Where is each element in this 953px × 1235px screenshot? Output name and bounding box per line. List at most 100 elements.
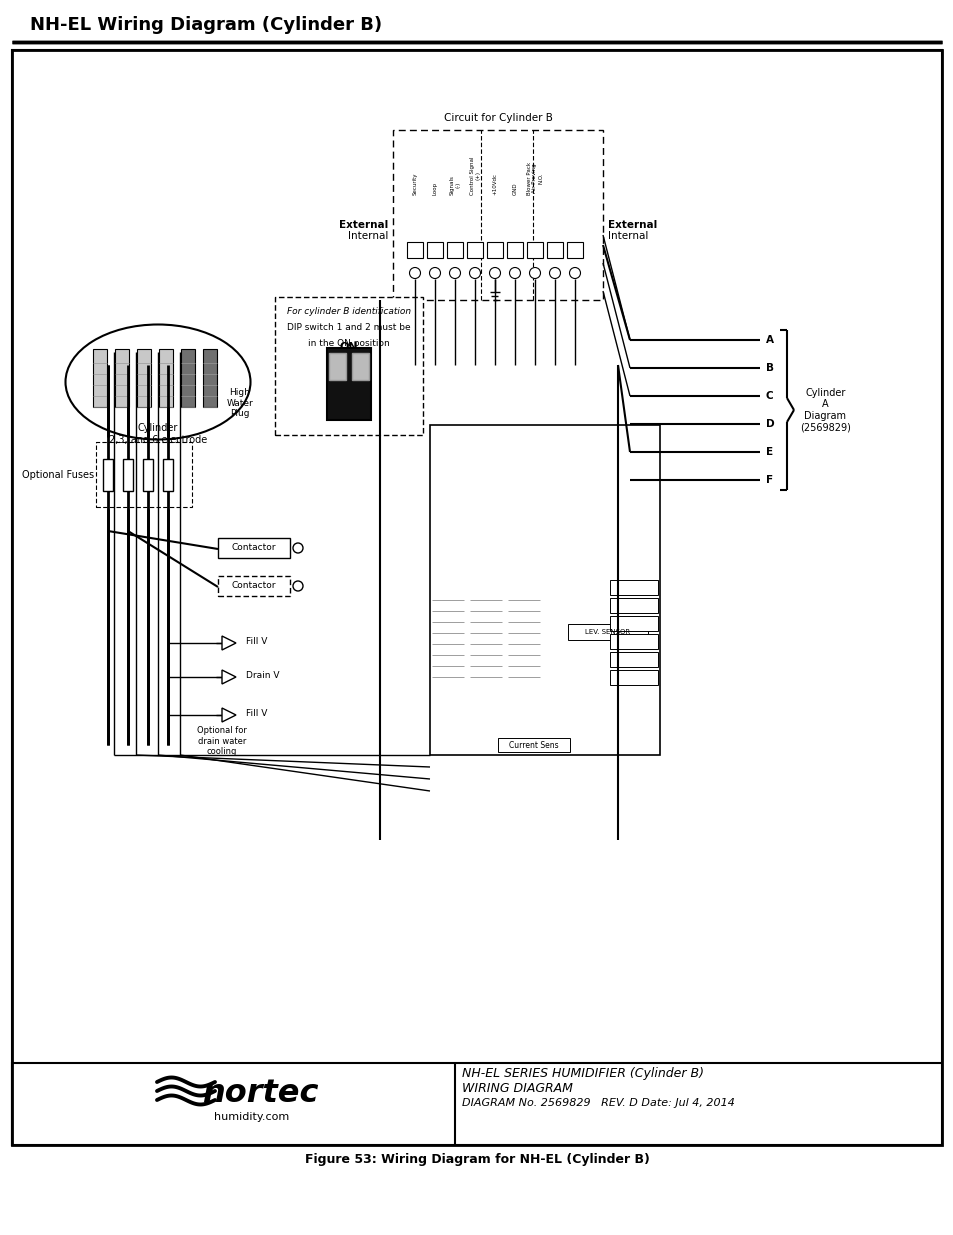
Polygon shape: [222, 636, 235, 650]
Text: Fill V: Fill V: [246, 637, 267, 646]
Bar: [447, 242, 462, 258]
Text: WIRING DIAGRAM: WIRING DIAGRAM: [461, 1082, 572, 1094]
Circle shape: [489, 268, 500, 279]
Bar: [609, 598, 658, 613]
Bar: [203, 350, 216, 408]
Text: B: B: [765, 363, 773, 373]
Bar: [218, 538, 290, 558]
Bar: [123, 459, 132, 492]
Text: High
Water
Plug: High Water Plug: [227, 388, 253, 417]
Text: Drain V: Drain V: [246, 672, 279, 680]
Text: Fill V: Fill V: [246, 709, 267, 719]
Bar: [163, 459, 172, 492]
Bar: [352, 353, 369, 380]
Text: Optional for
drain water
cooling: Optional for drain water cooling: [197, 726, 247, 756]
Text: Contactor: Contactor: [232, 543, 276, 552]
Text: humidity.com: humidity.com: [214, 1112, 290, 1123]
Text: Cylinder
A
Diagram
(2569829): Cylinder A Diagram (2569829): [800, 388, 850, 432]
Bar: [609, 671, 658, 685]
Text: Optional Fuses: Optional Fuses: [22, 471, 94, 480]
Bar: [160, 280, 649, 840]
Bar: [546, 242, 562, 258]
Text: Current Sens: Current Sens: [509, 741, 558, 750]
Bar: [609, 634, 658, 650]
Circle shape: [409, 268, 420, 279]
Bar: [517, 568, 534, 590]
Circle shape: [569, 268, 579, 279]
Bar: [486, 242, 502, 258]
Bar: [609, 652, 658, 667]
Text: DIP switch 1 and 2 must be: DIP switch 1 and 2 must be: [287, 322, 411, 331]
Bar: [159, 350, 172, 408]
Ellipse shape: [66, 325, 251, 440]
Polygon shape: [222, 671, 235, 684]
Text: Contactor: Contactor: [232, 582, 276, 590]
Text: Security: Security: [412, 173, 417, 195]
Circle shape: [429, 268, 440, 279]
Text: Internal: Internal: [607, 231, 648, 241]
Text: External: External: [607, 220, 657, 230]
Bar: [329, 353, 346, 380]
Bar: [393, 130, 602, 300]
Text: Control Signal
(+): Control Signal (+): [469, 157, 480, 195]
Bar: [497, 568, 514, 590]
Circle shape: [529, 268, 540, 279]
Text: Loop: Loop: [432, 182, 437, 195]
Bar: [467, 242, 482, 258]
Bar: [137, 350, 151, 408]
Circle shape: [509, 268, 520, 279]
Circle shape: [549, 268, 560, 279]
Bar: [143, 459, 152, 492]
Bar: [407, 242, 422, 258]
Bar: [566, 242, 582, 258]
Text: D: D: [765, 419, 774, 429]
Bar: [470, 589, 501, 677]
Bar: [12, 49, 941, 1145]
Text: For cylinder B identification: For cylinder B identification: [287, 306, 411, 315]
Circle shape: [449, 268, 460, 279]
Bar: [456, 568, 474, 590]
Text: NH-EL Wiring Diagram (Cylinder B): NH-EL Wiring Diagram (Cylinder B): [30, 16, 382, 35]
Bar: [507, 589, 539, 677]
Text: C: C: [765, 391, 773, 401]
Text: 4: 4: [472, 246, 476, 254]
Text: 5: 5: [492, 246, 497, 254]
Bar: [12, 49, 941, 1145]
Text: 7: 7: [532, 246, 537, 254]
Bar: [609, 616, 658, 631]
Text: Cylinder
2,3, and 6 electrode: Cylinder 2,3, and 6 electrode: [109, 424, 207, 445]
Text: 9: 9: [572, 246, 577, 254]
Bar: [12, 1063, 941, 1145]
Bar: [103, 459, 112, 492]
Text: External: External: [338, 220, 388, 230]
Bar: [432, 589, 463, 677]
Text: GND: GND: [512, 183, 517, 195]
Bar: [92, 350, 107, 408]
Bar: [218, 576, 290, 597]
Bar: [274, 296, 422, 435]
Text: 8: 8: [552, 246, 557, 254]
Bar: [181, 350, 194, 408]
Text: Internal: Internal: [347, 231, 388, 241]
Bar: [476, 568, 494, 590]
Bar: [327, 348, 371, 420]
Text: E: E: [765, 447, 772, 457]
Text: 3: 3: [452, 246, 456, 254]
Text: +10Vdc: +10Vdc: [492, 173, 497, 195]
Bar: [609, 580, 658, 595]
Circle shape: [469, 268, 480, 279]
Bar: [436, 568, 454, 590]
Circle shape: [293, 543, 303, 553]
Bar: [96, 442, 192, 508]
Bar: [506, 242, 522, 258]
Text: Blower Pack
Air Proving
N.O.: Blower Pack Air Proving N.O.: [526, 162, 542, 195]
Circle shape: [293, 580, 303, 592]
Text: ON: ON: [339, 342, 358, 352]
Text: 6: 6: [512, 246, 517, 254]
Bar: [427, 242, 442, 258]
Bar: [497, 739, 569, 752]
Text: DIAGRAM No. 2569829   REV. D Date: Jul 4, 2014: DIAGRAM No. 2569829 REV. D Date: Jul 4, …: [461, 1098, 734, 1108]
Text: F: F: [765, 475, 772, 485]
Text: Figure 53: Wiring Diagram for NH-EL (Cylinder B): Figure 53: Wiring Diagram for NH-EL (Cyl…: [304, 1153, 649, 1167]
Bar: [567, 624, 647, 640]
